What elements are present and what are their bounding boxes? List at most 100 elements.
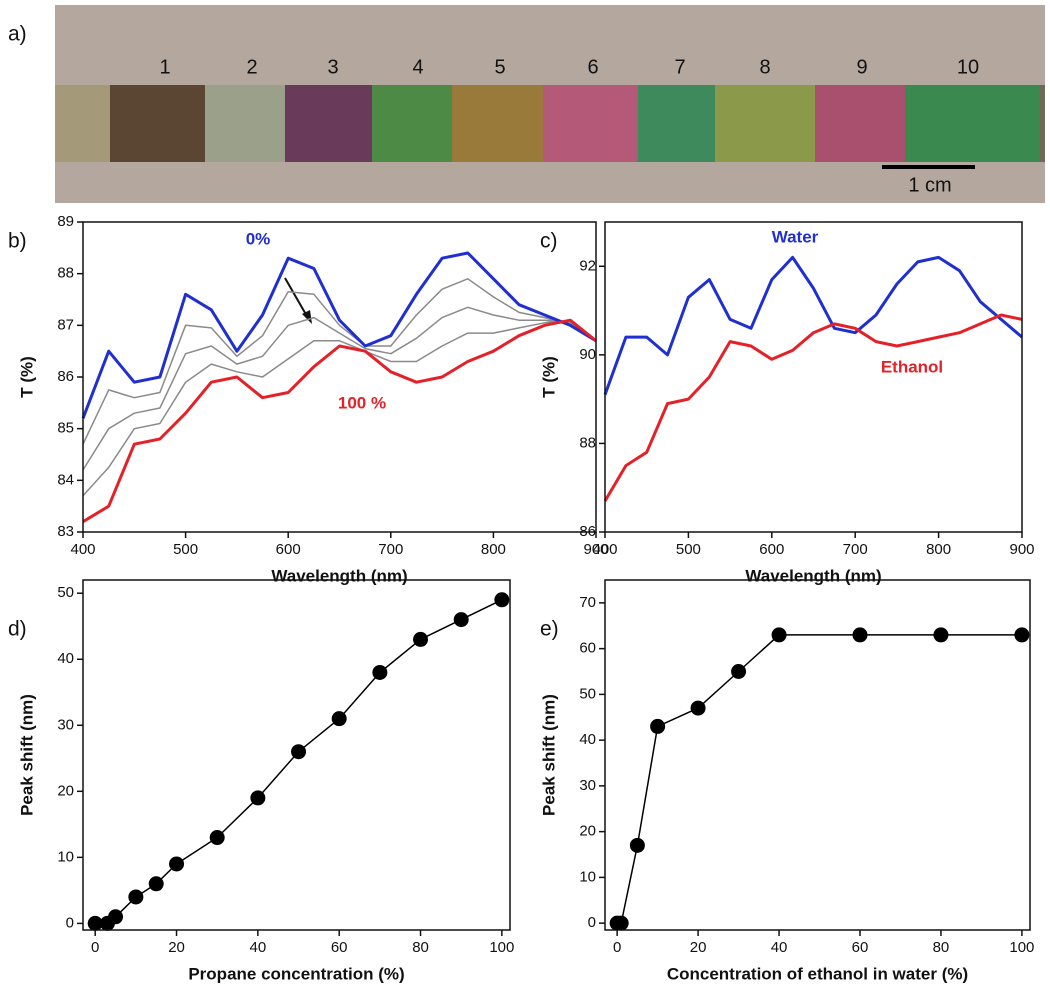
tube-segment: [815, 85, 910, 162]
arrow-shaft: [284, 277, 309, 319]
x-tick-label: 20: [690, 939, 707, 956]
series-line: [603, 313, 1023, 502]
y-tick-label: 60: [579, 640, 596, 657]
chart-panel: b) 0% 100 % 400 500 600 700 800 900 83 84 85 86 87 88 8…: [8, 213, 609, 586]
sample-label: 3: [327, 56, 338, 78]
y-tick-label: 30: [579, 777, 596, 794]
series-line: [81, 251, 597, 419]
x-axis-label: Propane concentration (%): [188, 964, 404, 983]
tube-segment: [372, 85, 457, 162]
y-tick-label: 92: [579, 257, 596, 274]
panel-label: e): [540, 618, 559, 641]
y-tick-label: 0: [588, 914, 596, 931]
sample-label: 5: [494, 56, 505, 78]
y-tick-label: 50: [57, 584, 74, 601]
panel-label: a): [8, 23, 27, 46]
series-line: [82, 318, 597, 523]
x-axis-label: Wavelength (nm): [271, 566, 407, 585]
y-tick-label: 40: [57, 650, 74, 667]
plot-frame: [604, 221, 1023, 533]
data-point: [453, 612, 469, 628]
x-tick-label: 900: [583, 541, 608, 558]
series-label: 0%: [246, 229, 271, 248]
data-point: [87, 915, 103, 931]
series-label: Ethanol: [881, 357, 943, 376]
tube-segment: [110, 85, 210, 162]
sample-label: 9: [856, 56, 867, 78]
x-tick-label: 600: [276, 541, 301, 558]
y-tick-label: 87: [57, 316, 74, 333]
series-line: [82, 278, 597, 445]
x-tick-label: 500: [173, 541, 198, 558]
y-tick-label: 83: [57, 523, 74, 540]
x-tick-label: 500: [676, 541, 701, 558]
x-tick-label: 80: [933, 939, 950, 956]
sample-label: 8: [759, 56, 770, 78]
x-tick-label: 0: [613, 939, 621, 956]
y-tick-label: 86: [57, 368, 74, 385]
x-axis-label: Wavelength (nm): [745, 566, 881, 585]
y-tick-label: 10: [57, 848, 74, 865]
data-point: [148, 876, 164, 892]
x-tick-label: 600: [759, 541, 784, 558]
data-point: [169, 856, 185, 872]
x-tick-label: 700: [378, 541, 403, 558]
y-tick-label: 84: [57, 471, 74, 488]
y-tick-label: 50: [579, 685, 596, 702]
series-line: [95, 599, 503, 925]
plot-frame: [82, 579, 511, 931]
y-tick-label: 88: [579, 434, 596, 451]
y-tick-label: 85: [57, 420, 74, 437]
x-tick-label: 80: [412, 939, 429, 956]
tube-segment: [285, 85, 375, 162]
y-tick-label: 10: [579, 868, 596, 885]
sample-label: 4: [412, 56, 423, 78]
data-point: [933, 627, 949, 643]
data-point: [771, 627, 787, 643]
x-tick-label: 40: [250, 939, 267, 956]
y-tick-label: 89: [57, 213, 74, 230]
x-tick-label: 20: [168, 939, 185, 956]
y-axis-label: T (%): [17, 356, 36, 398]
series-label: Water: [772, 227, 819, 246]
x-tick-label: 60: [852, 939, 869, 956]
scale-label: 1 cm: [908, 174, 951, 196]
data-point: [331, 711, 347, 727]
series-line: [603, 255, 1023, 396]
x-axis-label: Concentration of ethanol in water (%): [667, 964, 968, 983]
x-tick-label: 60: [331, 939, 348, 956]
panel-label: b): [8, 230, 27, 253]
x-tick-label: 800: [481, 541, 506, 558]
tube-segment: [543, 85, 643, 162]
x-tick-label: 400: [70, 541, 95, 558]
sample-label: 6: [587, 56, 598, 78]
chart-panel: e) 0 20 40 60 80 100 0 10 20 30 40 50 60 70 Concentrati…: [539, 579, 1034, 983]
y-tick-label: 70: [579, 594, 596, 611]
x-tick-label: 100: [489, 939, 514, 956]
x-tick-label: 40: [771, 939, 788, 956]
data-point: [413, 631, 429, 647]
sample-label: 10: [957, 56, 979, 78]
y-tick-label: 40: [579, 731, 596, 748]
tube-segment: [715, 85, 820, 162]
sample-label: 2: [246, 56, 257, 78]
series-line: [617, 634, 1022, 924]
data-point: [731, 664, 747, 680]
y-tick-label: 30: [57, 716, 74, 733]
tube-segment: [205, 85, 290, 162]
data-point: [250, 790, 266, 806]
data-point: [291, 744, 307, 760]
y-axis-label: T (%): [539, 356, 558, 398]
data-point: [209, 830, 225, 846]
tube-segment: [55, 85, 115, 162]
x-tick-label: 800: [926, 541, 951, 558]
y-tick-label: 20: [579, 823, 596, 840]
series-label: 100 %: [338, 393, 386, 412]
y-tick-label: 86: [579, 523, 596, 540]
y-tick-label: 88: [57, 265, 74, 282]
series-line: [82, 306, 597, 471]
data-point: [690, 700, 706, 716]
tube-segment: [638, 85, 718, 162]
arrow-head: [302, 310, 312, 324]
